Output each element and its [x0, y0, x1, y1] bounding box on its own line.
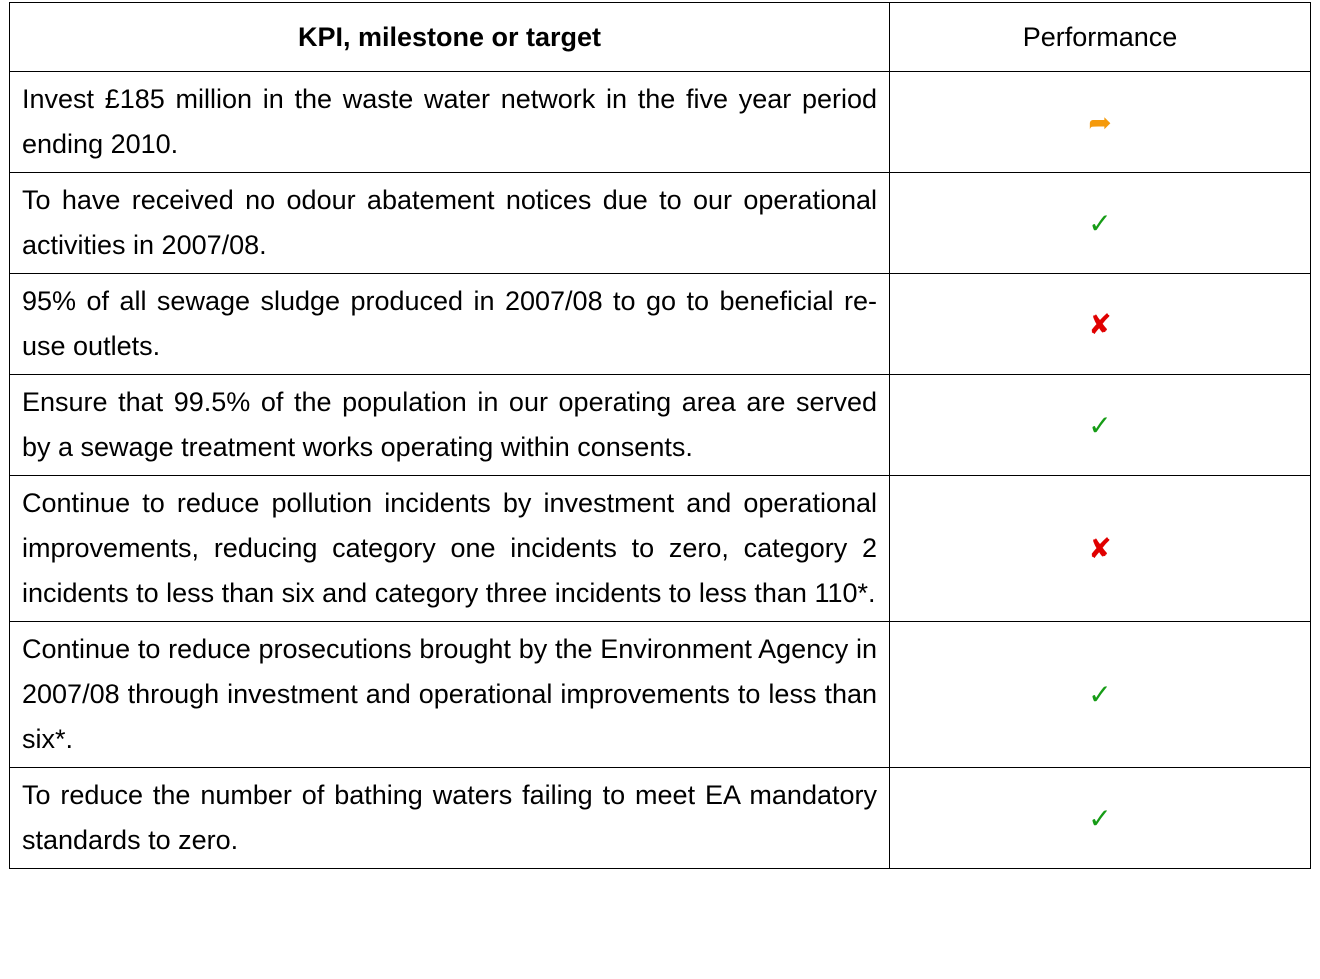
status-icon: ✓	[889, 621, 1311, 768]
kpi-cell: Continue to reduce pollution incidents b…	[9, 475, 890, 622]
kpi-cell: To have received no odour abatement noti…	[9, 172, 890, 274]
status-icon: ✘	[889, 475, 1311, 622]
row: 95% of all sewage sludge produced in 200…	[9, 273, 1311, 375]
row: To reduce the number of bathing waters f…	[9, 767, 1311, 869]
kpi-cell: To reduce the number of bathing waters f…	[9, 767, 890, 869]
header-cell: KPI, milestone or target	[9, 2, 890, 72]
row: To have received no odour abatement noti…	[9, 172, 1311, 274]
status-icon: ✓	[889, 374, 1311, 476]
row: Ensure that 99.5% of the population in o…	[9, 374, 1311, 476]
kpi-cell: Ensure that 99.5% of the population in o…	[9, 374, 890, 476]
header-row: KPI, milestone or target Performance	[9, 2, 1311, 72]
status-icon: ➦	[889, 71, 1311, 173]
row: Invest £185 million in the waste water n…	[9, 71, 1311, 173]
header-cell: Performance	[889, 2, 1311, 72]
row: Continue to reduce prosecutions brought …	[9, 621, 1311, 768]
kpi-table: KPI, milestone or target Performance Inv…	[9, 2, 1311, 869]
status-icon: ✓	[889, 172, 1311, 274]
status-icon: ✓	[889, 767, 1311, 869]
kpi-cell: Continue to reduce prosecutions brought …	[9, 621, 890, 768]
kpi-cell: Invest £185 million in the waste water n…	[9, 71, 890, 173]
kpi-cell: 95% of all sewage sludge produced in 200…	[9, 273, 890, 375]
row: Continue to reduce pollution incidents b…	[9, 475, 1311, 622]
status-icon: ✘	[889, 273, 1311, 375]
